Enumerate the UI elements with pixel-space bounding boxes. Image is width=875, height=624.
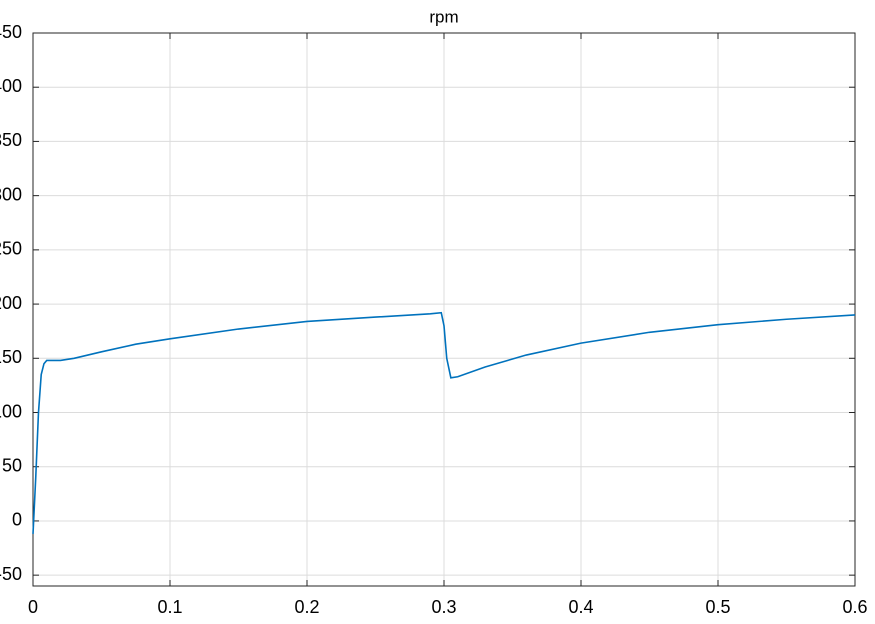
x-tick-label: 0.6 <box>842 597 867 617</box>
x-tick-label: 0.5 <box>705 597 730 617</box>
y-tick-label: 400 <box>0 76 22 96</box>
y-tick-label: 100 <box>0 401 22 421</box>
x-tick-label: 0.1 <box>157 597 182 617</box>
y-tick-label: 0 <box>12 510 22 530</box>
chart-title: rpm <box>429 7 458 26</box>
x-tick-label: 0.3 <box>431 597 456 617</box>
y-tick-label: 350 <box>0 130 22 150</box>
plot-box <box>32 32 856 587</box>
y-tick-label: 200 <box>0 293 22 313</box>
x-tick-label: 0 <box>28 597 38 617</box>
x-tick-label: 0.4 <box>568 597 593 617</box>
y-tick-label: 250 <box>0 239 22 259</box>
y-tick-label: 450 <box>0 22 22 42</box>
y-tick-label: 300 <box>0 184 22 204</box>
y-tick-label: 50 <box>2 455 22 475</box>
y-tick-label: 150 <box>0 347 22 367</box>
x-tick-label: 0.2 <box>294 597 319 617</box>
y-tick-label: -50 <box>0 564 22 584</box>
line-series <box>32 311 856 534</box>
